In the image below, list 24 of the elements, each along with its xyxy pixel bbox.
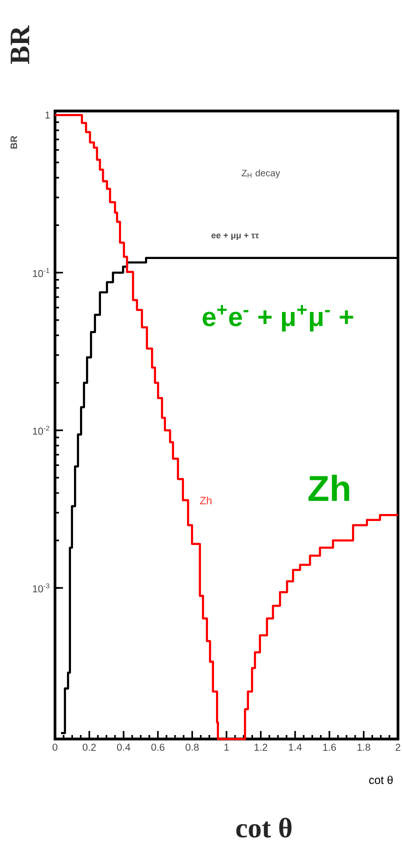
text: BR bbox=[10, 25, 30, 64]
x-axis-title: cot θ bbox=[369, 776, 393, 784]
x-tick-label: 0.2 bbox=[82, 744, 96, 751]
x-tick-label: 2 bbox=[396, 744, 400, 751]
annotation: Z$_{H}$ decay bbox=[242, 169, 280, 178]
y-tick-label: 10$^{-3}$ bbox=[33, 583, 50, 592]
y-axis-title: BR bbox=[10, 136, 18, 149]
y-tick-label: 1 bbox=[45, 112, 50, 118]
x-tick-label: 0.4 bbox=[117, 744, 130, 751]
x-tick-label: 1.2 bbox=[254, 744, 268, 751]
y-tick-label: 10$^{-2}$ bbox=[33, 426, 50, 435]
text: cot θ bbox=[236, 818, 292, 838]
annotation: ee + μμ + ττ bbox=[212, 233, 259, 240]
annotation: Zh bbox=[308, 474, 350, 501]
x-tick-label: 0.8 bbox=[186, 744, 199, 751]
x-tick-label: 0 bbox=[52, 744, 58, 751]
x-tick-label: 1 bbox=[224, 744, 229, 751]
y-tick-label: 10$^{-1}$ bbox=[33, 268, 50, 278]
x-tick-label: 1.8 bbox=[357, 744, 370, 751]
annotation: Zh bbox=[200, 496, 212, 504]
x-tick-label: 1.4 bbox=[288, 744, 302, 751]
text: e$^{+}$e$^{-}$ + μ$^{+}$μ$^{-}$ + bbox=[202, 305, 354, 332]
x-tick-label: 0.6 bbox=[151, 744, 164, 751]
x-tick-label: 1.6 bbox=[323, 744, 336, 751]
